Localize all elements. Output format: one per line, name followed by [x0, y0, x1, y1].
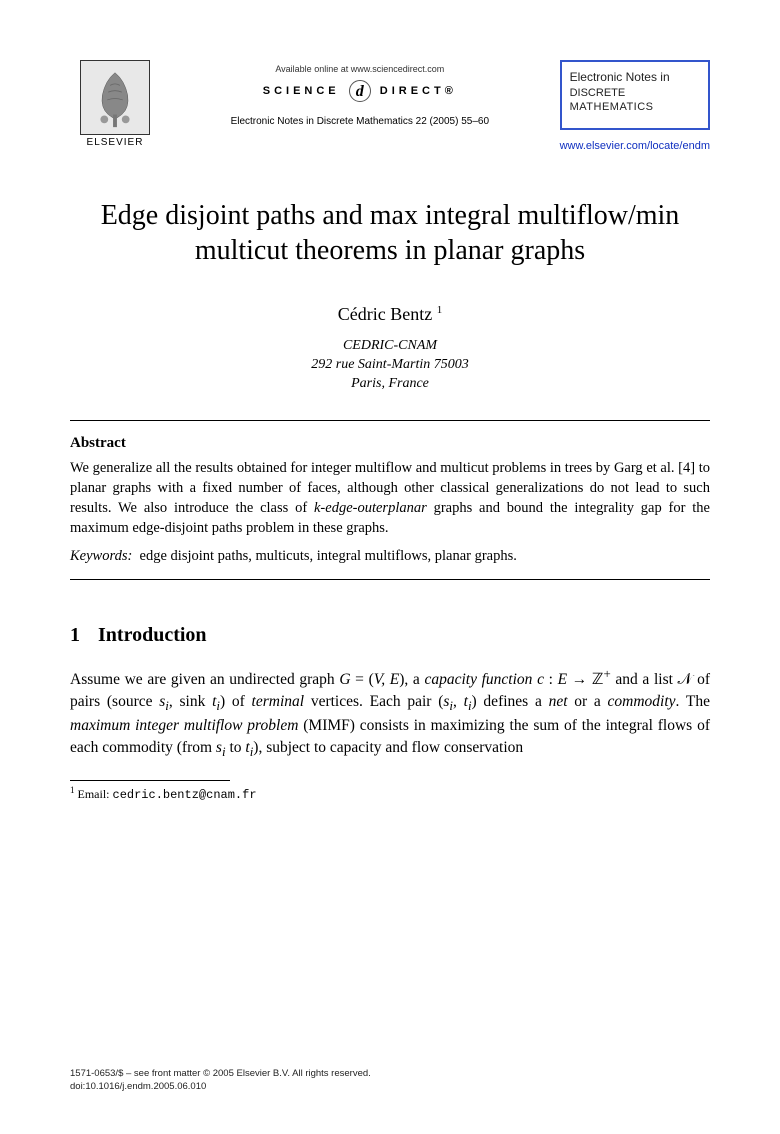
keywords-text: edge disjoint paths, multicuts, integral… [140, 548, 517, 564]
header-row: ELSEVIER Available online at www.science… [70, 60, 710, 154]
footnote-mark: 1 [70, 785, 75, 795]
paper-title: Edge disjoint paths and max integral mul… [80, 198, 700, 268]
keywords-line: Keywords: edge disjoint paths, multicuts… [70, 548, 710, 565]
copyright-line1: 1571-0653/$ – see front matter © 2005 El… [70, 1068, 710, 1081]
section-1-title: Introduction [98, 624, 207, 646]
section-1-num: 1 [70, 624, 98, 647]
abstract-block: Abstract We generalize all the results o… [70, 435, 710, 565]
journal-box-line2: DISCRETE [570, 86, 700, 100]
footnote-label: Email: [78, 787, 110, 801]
elsevier-tree-logo [80, 60, 150, 135]
copyright-block: 1571-0653/$ – see front matter © 2005 El… [70, 1068, 710, 1094]
keywords-label: Keywords: [70, 548, 132, 564]
affil-line2: 292 rue Saint-Martin 75003 [70, 356, 710, 375]
section-1-heading: 1Introduction [70, 624, 710, 647]
author-name: Cédric Bentz [338, 304, 432, 324]
journal-link[interactable]: www.elsevier.com/locate/endm [560, 140, 710, 152]
footnote-1: 1 Email: cedric.bentz@cnam.fr [70, 785, 710, 802]
abstract-text: We generalize all the results obtained f… [70, 458, 710, 538]
journal-title-box: Electronic Notes in DISCRETE MATHEMATICS [560, 60, 710, 130]
available-online-text: Available online at www.sciencedirect.co… [160, 64, 560, 74]
journal-link-row: www.elsevier.com/locate/endm [560, 136, 710, 154]
sd-d-icon: d [349, 80, 371, 102]
copyright-line2: doi:10.1016/j.endm.2005.06.010 [70, 1081, 710, 1094]
affiliation: CEDRIC-CNAM 292 rue Saint-Martin 75003 P… [70, 337, 710, 394]
sd-right: DIRECT® [380, 85, 457, 97]
abstract-heading: Abstract [70, 435, 710, 452]
journal-box-wrap: Electronic Notes in DISCRETE MATHEMATICS… [560, 60, 710, 154]
footnote-email[interactable]: cedric.bentz@cnam.fr [113, 788, 257, 802]
rule-top [70, 420, 710, 421]
center-header: Available online at www.sciencedirect.co… [160, 60, 560, 127]
rule-bottom [70, 579, 710, 580]
author-line: Cédric Bentz 1 [70, 304, 710, 325]
section-1-body: Assume we are given an undirected graph … [70, 665, 710, 762]
science-direct-logo: SCIENCE d DIRECT® [160, 80, 560, 102]
journal-reference: Electronic Notes in Discrete Mathematics… [160, 116, 560, 127]
footnote-rule [70, 780, 230, 781]
journal-box-line3: MATHEMATICS [570, 100, 700, 114]
publisher-block: ELSEVIER [70, 60, 160, 148]
sd-left: SCIENCE [263, 85, 340, 97]
affil-line3: Paris, France [70, 375, 710, 394]
publisher-name: ELSEVIER [87, 137, 144, 148]
journal-box-line1: Electronic Notes in [570, 70, 700, 86]
affil-line1: CEDRIC-CNAM [70, 337, 710, 356]
author-note-mark: 1 [437, 304, 443, 316]
